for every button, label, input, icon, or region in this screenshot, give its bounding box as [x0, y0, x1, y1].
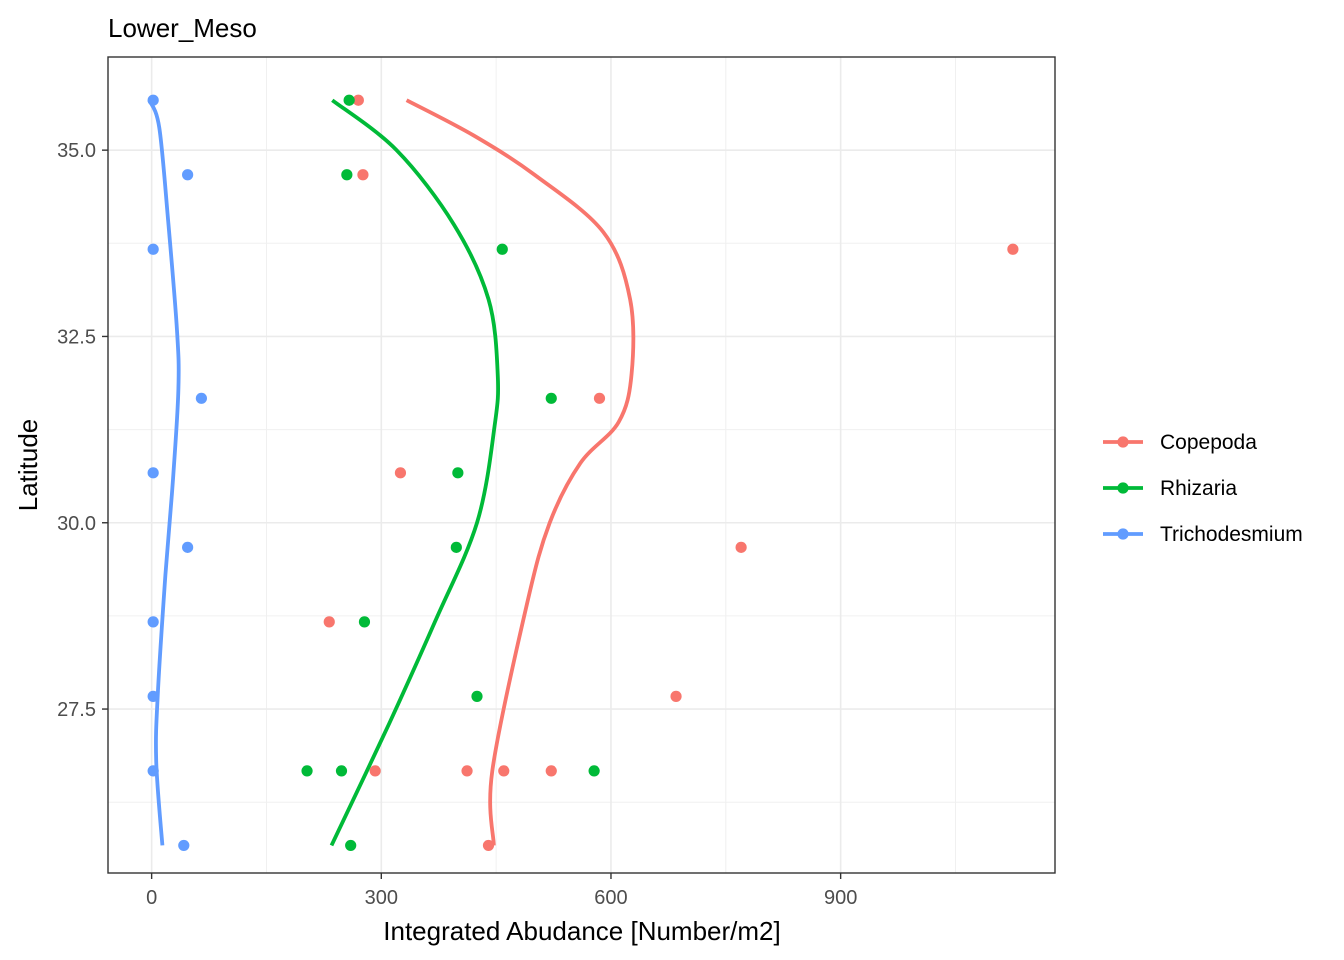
chart-title: Lower_Meso: [108, 13, 257, 43]
trichodesmium-smooth-line: [147, 99, 181, 846]
trichodesmium-legend-label: Trichodesmium: [1160, 523, 1303, 546]
rhizaria-point: [343, 94, 355, 106]
copepoda-point: [498, 765, 510, 777]
rhizaria-legend-point: [1117, 482, 1129, 494]
trichodesmium-point: [147, 765, 159, 777]
copepoda-point: [735, 541, 747, 553]
rhizaria-point: [335, 765, 348, 777]
copepoda-legend-point: [1117, 436, 1129, 448]
copepoda-point: [369, 765, 381, 777]
trichodesmium-point: [182, 541, 194, 553]
x-tick-label: 300: [365, 887, 398, 909]
trichodesmium-point: [178, 839, 190, 852]
x-tick-label: 0: [146, 887, 157, 909]
rhizaria-point: [496, 243, 508, 255]
plot-border: [107, 56, 1056, 874]
copepoda-point: [352, 94, 364, 106]
copepoda-legend-label: Copepoda: [1160, 431, 1257, 454]
rhizaria-point: [471, 690, 483, 702]
trichodesmium-point: [182, 169, 194, 181]
rhizaria-point: [450, 541, 462, 553]
copepoda-point: [323, 616, 335, 628]
major-grid: [108, 57, 1055, 873]
x-tick-label: 600: [594, 887, 627, 909]
trichodesmium-point: [147, 467, 159, 479]
y-tick-label: 30.0: [57, 513, 96, 535]
y-axis: 27.5 30.0 32.5 35.0: [57, 140, 108, 721]
copepoda-point: [670, 690, 682, 702]
x-tick-label: 900: [824, 887, 857, 909]
trichodesmium-legend-point: [1117, 528, 1129, 540]
copepoda-point: [1007, 243, 1019, 255]
rhizaria-point: [345, 839, 357, 852]
y-tick-label: 35.0: [57, 140, 96, 162]
rhizaria-smooth-line: [329, 98, 501, 847]
rhizaria-point: [545, 392, 557, 404]
rhizaria-legend-label: Rhizaria: [1160, 477, 1237, 500]
y-tick-label: 27.5: [57, 699, 96, 721]
copepoda-point: [394, 467, 407, 479]
trichodesmium-point: [147, 616, 159, 628]
data-points: [147, 94, 1019, 852]
plot-background: [108, 57, 1055, 873]
rhizaria-point: [301, 765, 313, 777]
copepoda-point: [545, 765, 557, 777]
rhizaria-point: [588, 765, 600, 777]
rhizaria-point: [341, 169, 353, 181]
trichodesmium-point: [147, 94, 159, 106]
plot-panel: [108, 57, 1055, 873]
plot-frame: [107, 56, 1056, 874]
trichodesmium-point: [147, 690, 159, 702]
copepoda-point: [593, 392, 606, 404]
smooth-lines: [147, 98, 636, 847]
x-axis: 0 300 600 900: [146, 873, 857, 909]
rhizaria-point: [358, 616, 371, 628]
trichodesmium-point: [147, 243, 159, 255]
trichodesmium-point: [195, 392, 207, 404]
legend: Copepoda Rhizaria Trichodesmium: [1103, 431, 1303, 546]
x-axis-title: Integrated Abudance [Number/m2]: [383, 916, 780, 946]
y-axis-title: Latitude: [13, 419, 43, 512]
copepoda-point: [357, 169, 369, 181]
copepoda-point: [461, 765, 473, 777]
copepoda-point: [482, 839, 495, 852]
copepoda-smooth-line: [405, 98, 636, 846]
y-tick-label: 32.5: [57, 326, 96, 348]
rhizaria-point: [452, 467, 464, 479]
